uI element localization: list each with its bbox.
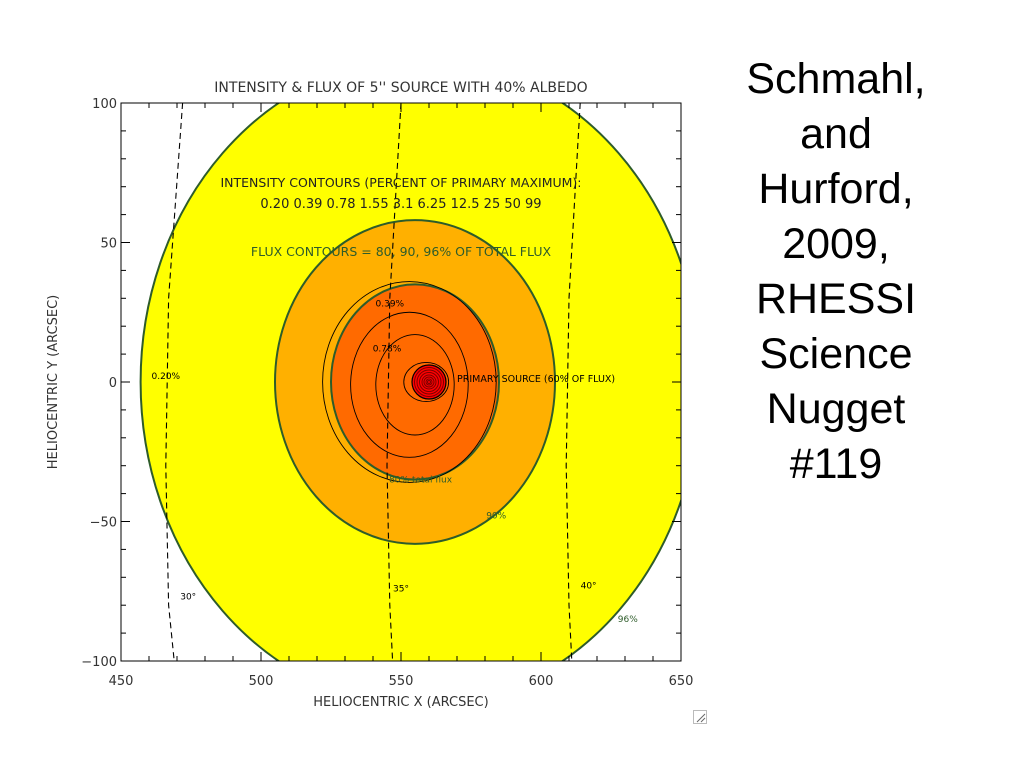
intensity-contour <box>322 281 497 483</box>
slide-title-line: Nugget <box>766 385 906 433</box>
slide-title-line: RHESSI <box>755 275 917 323</box>
flux-contour-label: 96% <box>618 615 638 625</box>
intensity-contour <box>403 362 450 402</box>
slide-title-line: Hurford, <box>758 165 914 213</box>
longitude-label: 40° <box>581 581 597 591</box>
y-tick-label: 0 <box>109 376 117 391</box>
slide-title-line: 2009, <box>782 220 890 268</box>
y-axis-label: HELIOCENTRIC Y (ARCSEC) <box>46 295 61 469</box>
longitude-label: 30° <box>180 593 196 603</box>
slide-title: Schmahl, and Hurford, 2009, RHESSI Scien… <box>718 52 954 492</box>
flux-contour-label: 90% <box>486 512 506 522</box>
primary-source-contour <box>427 380 431 384</box>
contour-labels: 30° 35° 40° 0.20% 0.39% 0.78% 80% total flux 90… <box>152 300 639 625</box>
slide-title-line: and <box>800 110 872 158</box>
flux-contour-label: 80% total flux <box>389 475 453 485</box>
slide-title-line: Schmahl, <box>746 55 926 103</box>
x-tick-label: 550 <box>389 674 414 689</box>
intensity-contour-label: 0.20% <box>152 372 181 382</box>
primary-source-contour <box>423 376 435 388</box>
intensity-contours <box>322 281 497 483</box>
x-tick-label: 500 <box>249 674 274 689</box>
intensity-contour <box>375 334 455 436</box>
primary-source-contour <box>425 378 433 386</box>
x-tick-label: 450 <box>109 674 134 689</box>
intensity-contour <box>350 311 469 458</box>
longitude-line <box>165 103 184 661</box>
slide-title-line: Science <box>759 330 913 378</box>
intensity-levels: 0.20 0.39 0.78 1.55 3.1 6.25 12.5 25 50 … <box>260 197 541 212</box>
longitude-line <box>386 103 402 661</box>
primary-source-label: PRIMARY SOURCE (60% OF FLUX) <box>457 374 615 385</box>
x-tick-label: 650 <box>669 674 694 689</box>
primary-source-contour <box>421 374 437 390</box>
y-tick-label: −50 <box>90 516 117 531</box>
longitude-lines <box>165 103 581 661</box>
longitude-label: 35° <box>393 584 409 594</box>
intensity-contour-label: 0.39% <box>376 300 405 310</box>
primary-source <box>411 364 447 400</box>
y-tick-label: −100 <box>81 655 117 670</box>
primary-source-contour <box>419 372 439 392</box>
longitude-line <box>565 103 581 661</box>
y-tick-label: 100 <box>92 97 117 112</box>
y-tick-label: 50 <box>100 237 117 252</box>
slide-title-line: #119 <box>789 440 883 488</box>
intensity-header: INTENSITY CONTOURS (PERCENT OF PRIMARY M… <box>220 175 581 190</box>
primary-source-contour <box>416 369 442 395</box>
x-tick-label: 600 <box>529 674 554 689</box>
primary-source-contour <box>414 367 444 397</box>
x-axis-label: HELIOCENTRIC X (ARCSEC) <box>313 695 488 710</box>
intensity-contour-label: 0.78% <box>373 344 402 354</box>
flux-header: FLUX CONTOURS = 80, 90, 96% OF TOTAL FLU… <box>251 244 552 259</box>
resize-handle-icon[interactable] <box>693 710 707 724</box>
chart-title: INTENSITY & FLUX OF 5'' SOURCE WITH 40% … <box>214 80 587 96</box>
